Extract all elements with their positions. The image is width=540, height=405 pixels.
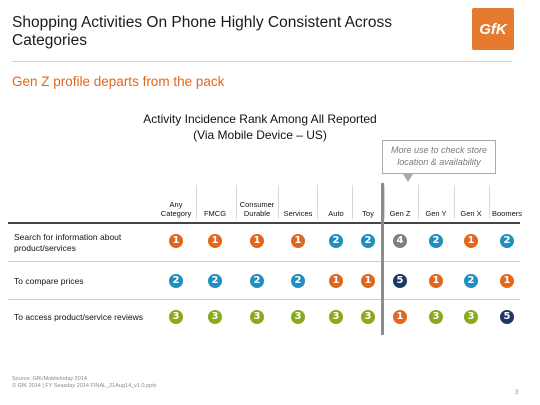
footer-source: Source: GfK/Mobiletoday 2014 (12, 376, 87, 382)
rank-badge: 3 (208, 310, 222, 324)
row-label: To access product/service reviews (14, 312, 143, 322)
rank-badge: 2 (361, 234, 375, 248)
row-label: Search for information about product/ser… (14, 232, 122, 253)
title-divider (12, 61, 512, 62)
header-rule (8, 222, 520, 224)
column-header: FMCG (203, 209, 227, 218)
rank-badge: 2 (464, 274, 478, 288)
rank-badge: 1 (464, 234, 478, 248)
rank-badge: 3 (329, 310, 343, 324)
rank-badge: 2 (329, 234, 343, 248)
rank-badge: 2 (250, 274, 264, 288)
rank-badge: 1 (291, 234, 305, 248)
slide-footer: Source: GfK/Mobiletoday 2014 © GfK 2014 … (12, 376, 157, 390)
rank-badge: 5 (500, 310, 514, 324)
row-label: To compare prices (14, 276, 84, 286)
rank-badge: 5 (393, 274, 407, 288)
rank-badge: 1 (361, 274, 375, 288)
slide-title: Shopping Activities On Phone Highly Cons… (12, 14, 392, 49)
column-separator (352, 185, 353, 219)
column-separator (454, 185, 455, 219)
rank-badge: 2 (208, 274, 222, 288)
slide-subtitle: Gen Z profile departs from the pack (12, 74, 225, 89)
rank-badge: 2 (429, 234, 443, 248)
rank-badge: 1 (169, 234, 183, 248)
rank-badge: 3 (464, 310, 478, 324)
column-header: Gen Z (389, 209, 411, 218)
rank-badge: 3 (429, 310, 443, 324)
callout-pointer (403, 174, 413, 182)
row-separator (8, 299, 520, 300)
column-header: Gen Y (425, 209, 447, 218)
rank-badge: 1 (250, 234, 264, 248)
column-header: Gen X (460, 209, 482, 218)
chart-title-line1: Activity Incidence Rank Among All Report… (143, 112, 377, 126)
chart-title-line2: (Via Mobile Device – US) (193, 128, 327, 142)
page-number: 3 (515, 390, 519, 396)
column-separator (489, 185, 490, 219)
footer-file: © GfK 2014 | FY Seasday 2014 FINAL_21Aug… (12, 383, 157, 389)
rank-badge: 3 (291, 310, 305, 324)
column-separator (418, 185, 419, 219)
column-header: Consumer Durable (239, 200, 275, 218)
rank-badge: 4 (393, 234, 407, 248)
rank-badge: 1 (329, 274, 343, 288)
rank-badge: 3 (361, 310, 375, 324)
gen-z-callout: More use to check store location & avail… (382, 140, 496, 174)
rank-badge: 1 (429, 274, 443, 288)
column-header: Auto (328, 209, 344, 218)
column-header: Any Category (160, 200, 192, 218)
column-header: Services (283, 209, 313, 218)
rank-badge: 3 (250, 310, 264, 324)
column-header: Toy (362, 209, 374, 218)
rank-badge: 1 (208, 234, 222, 248)
column-separator (317, 185, 318, 219)
rank-badge: 1 (393, 310, 407, 324)
gen-z-divider (381, 183, 384, 335)
column-separator (236, 185, 237, 219)
column-header: Boomers (491, 209, 522, 218)
column-separator (384, 185, 385, 219)
rank-badge: 2 (500, 234, 514, 248)
column-separator (196, 185, 197, 219)
rank-badge: 1 (500, 274, 514, 288)
column-separator (278, 185, 279, 219)
chart-title: Activity Incidence Rank Among All Report… (110, 111, 410, 143)
gfk-logo: GfK (472, 8, 514, 50)
rank-badge: 2 (291, 274, 305, 288)
row-separator (8, 261, 520, 262)
rank-badge: 3 (169, 310, 183, 324)
rank-badge: 2 (169, 274, 183, 288)
